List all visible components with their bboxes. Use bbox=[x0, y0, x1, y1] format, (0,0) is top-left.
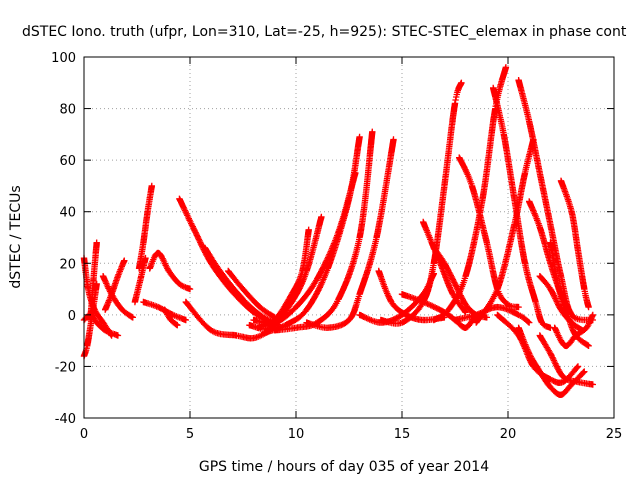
y-tick-label: 40 bbox=[59, 206, 76, 221]
series-track bbox=[303, 136, 397, 331]
data-series bbox=[80, 64, 596, 398]
series-track bbox=[225, 267, 278, 321]
x-tick-label: 25 bbox=[606, 427, 623, 442]
x-tick-label: 20 bbox=[500, 427, 517, 442]
series-markers bbox=[131, 254, 149, 306]
series-markers bbox=[536, 332, 596, 388]
y-tick-label: 60 bbox=[59, 154, 76, 169]
y-tick-label: 20 bbox=[59, 257, 76, 272]
series-markers bbox=[303, 136, 397, 331]
series-markers bbox=[536, 273, 586, 334]
axis-ticks: 0 5 10 15 20 25 -40 -20 0 20 40 60 80 100 bbox=[51, 51, 622, 442]
x-tick-label: 5 bbox=[186, 427, 194, 442]
series-track bbox=[254, 226, 312, 331]
series-track bbox=[473, 136, 537, 326]
series-markers bbox=[473, 136, 537, 326]
y-tick-label: 80 bbox=[59, 103, 76, 118]
series-markers bbox=[135, 182, 155, 272]
series-track bbox=[490, 84, 554, 331]
series-track bbox=[557, 177, 592, 311]
series-track bbox=[430, 64, 510, 324]
x-axis-label: GPS time / hours of day 035 of year 2014 bbox=[199, 459, 489, 475]
plot-frame bbox=[83, 56, 615, 419]
series-track bbox=[182, 298, 274, 342]
series-track bbox=[102, 257, 128, 313]
x-tick-label: 0 bbox=[80, 427, 88, 442]
series-markers bbox=[377, 79, 465, 327]
series-markers bbox=[490, 84, 554, 331]
y-tick-label: -40 bbox=[55, 412, 76, 427]
series-markers bbox=[146, 249, 194, 293]
series-markers bbox=[254, 226, 312, 331]
series-track bbox=[131, 254, 149, 306]
series-markers bbox=[225, 267, 278, 321]
series-markers bbox=[161, 306, 181, 329]
x-tick-label: 10 bbox=[288, 427, 305, 442]
series-markers bbox=[494, 311, 582, 386]
y-axis-label: dSTEC / TECUs bbox=[8, 185, 24, 288]
series-track bbox=[261, 133, 363, 337]
series-track bbox=[494, 311, 582, 386]
series-track bbox=[135, 182, 155, 272]
y-tick-label: 100 bbox=[51, 51, 76, 66]
series-track bbox=[536, 273, 586, 334]
series-markers bbox=[182, 298, 274, 342]
y-tick-label: 0 bbox=[68, 309, 76, 324]
series-track bbox=[536, 332, 596, 388]
series-track bbox=[377, 79, 465, 327]
x-tick-label: 15 bbox=[394, 427, 411, 442]
chart-title: dSTEC Iono. truth (ufpr, Lon=310, Lat=-2… bbox=[22, 24, 627, 40]
series-markers bbox=[557, 177, 592, 311]
series-markers bbox=[102, 257, 128, 313]
series-markers bbox=[271, 128, 376, 334]
grid-lines bbox=[84, 57, 614, 418]
series-markers bbox=[261, 133, 363, 337]
series-markers bbox=[526, 198, 575, 319]
series-markers bbox=[430, 64, 510, 324]
series-track bbox=[146, 249, 194, 293]
series-track bbox=[161, 306, 181, 329]
y-tick-label: -20 bbox=[55, 360, 76, 375]
series-track bbox=[271, 128, 376, 334]
series-track bbox=[526, 198, 575, 319]
